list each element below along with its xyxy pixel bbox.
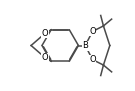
- Text: B: B: [82, 41, 88, 50]
- Text: O: O: [42, 29, 48, 38]
- Text: O: O: [89, 27, 96, 36]
- Text: O: O: [89, 55, 96, 64]
- Text: O: O: [42, 53, 48, 62]
